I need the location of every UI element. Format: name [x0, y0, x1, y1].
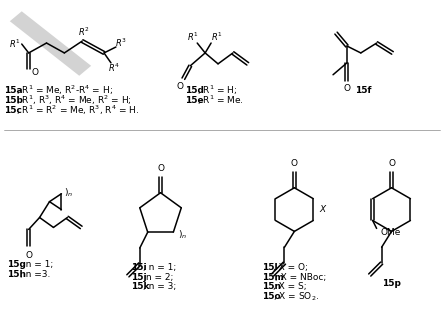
Text: 15h: 15h — [7, 270, 26, 279]
Text: O: O — [157, 165, 164, 173]
Polygon shape — [10, 11, 91, 76]
Text: , R$^1$ = Me, R$^2$-R$^4$ = H;: , R$^1$ = Me, R$^2$-R$^4$ = H; — [16, 84, 113, 97]
Text: 15d: 15d — [185, 86, 204, 95]
Text: 15k: 15k — [131, 283, 149, 291]
Text: OMe: OMe — [381, 228, 401, 237]
Text: , R$^1$ = H;: , R$^1$ = H; — [197, 84, 238, 97]
Text: 15n: 15n — [262, 283, 281, 291]
Text: , n =3.: , n =3. — [20, 270, 50, 279]
Text: 15o: 15o — [262, 292, 280, 301]
Text: $R^1$: $R^1$ — [187, 31, 199, 43]
Text: $R^1$: $R^1$ — [9, 38, 20, 50]
Text: 15e: 15e — [185, 96, 204, 105]
Text: O: O — [291, 159, 298, 168]
Text: 15p: 15p — [382, 279, 401, 288]
Text: , R$^1$ = R$^2$ = Me, R$^3$, R$^4$ = H.: , R$^1$ = R$^2$ = Me, R$^3$, R$^4$ = H. — [16, 104, 139, 117]
Text: X: X — [319, 205, 325, 214]
Text: )$_n$: )$_n$ — [64, 187, 74, 199]
Text: $R^4$: $R^4$ — [108, 62, 120, 74]
Text: O: O — [177, 82, 184, 91]
Text: , X = O;: , X = O; — [273, 262, 307, 272]
Text: $R^3$: $R^3$ — [115, 37, 127, 49]
Text: , X = SO$_2$.: , X = SO$_2$. — [273, 291, 319, 303]
Text: 15m: 15m — [262, 272, 284, 282]
Text: , n = 1;: , n = 1; — [20, 260, 53, 269]
Text: 15g: 15g — [7, 260, 26, 269]
Text: 15a: 15a — [4, 86, 23, 95]
Text: $R^1$: $R^1$ — [211, 31, 223, 43]
Text: 15j: 15j — [131, 272, 147, 282]
Text: O: O — [25, 251, 32, 260]
Text: $R^2$: $R^2$ — [78, 26, 90, 38]
Text: 15i: 15i — [131, 262, 147, 272]
Text: 15f: 15f — [356, 86, 372, 95]
Text: , n = 1;: , n = 1; — [143, 262, 176, 272]
Text: n = 2;: n = 2; — [143, 272, 173, 282]
Text: 15l: 15l — [262, 262, 278, 272]
Text: , n = 3;: , n = 3; — [143, 283, 176, 291]
Text: 15b: 15b — [4, 96, 23, 105]
Text: , R$^1$ = Me.: , R$^1$ = Me. — [197, 94, 244, 107]
Text: , R$^1$, R$^3$, R$^4$ = Me, R$^2$ = H;: , R$^1$, R$^3$, R$^4$ = Me, R$^2$ = H; — [16, 94, 131, 107]
Text: , X = S;: , X = S; — [273, 283, 306, 291]
Text: O: O — [388, 159, 395, 168]
Text: O: O — [343, 84, 350, 93]
Text: )$_n$: )$_n$ — [178, 229, 187, 241]
Text: 15c: 15c — [4, 106, 22, 115]
Text: O: O — [31, 68, 38, 77]
Text: , X = NBoc;: , X = NBoc; — [274, 272, 326, 282]
